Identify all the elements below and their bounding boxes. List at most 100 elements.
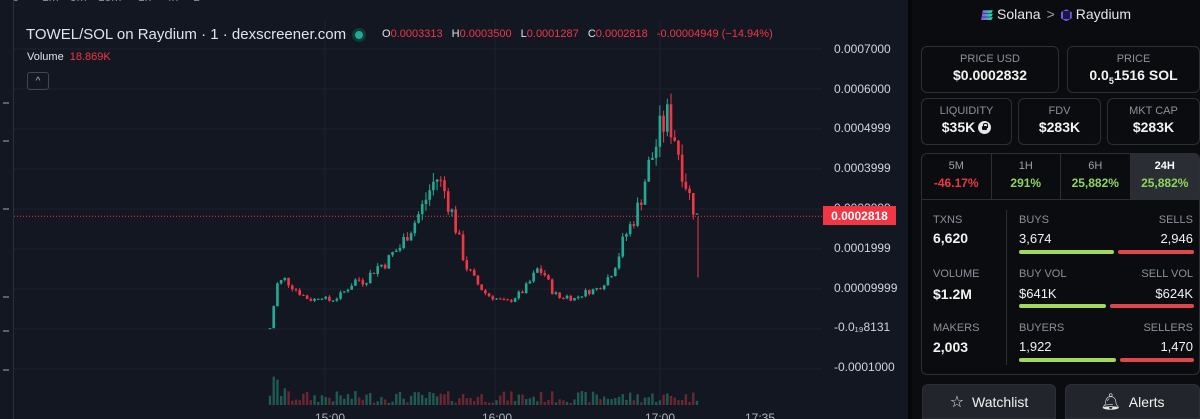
bell-icon: 🔔︎	[1100, 393, 1121, 411]
candle-body	[513, 298, 517, 302]
candle-body	[276, 283, 279, 307]
candle-body	[398, 247, 402, 251]
volume-bar	[291, 400, 294, 405]
candle-body	[432, 181, 435, 191]
drawing-toolbar[interactable]	[0, 0, 14, 419]
timeframe-1h[interactable]: 1h	[138, 0, 151, 4]
fdv-value: $283K	[1038, 119, 1081, 135]
volume-bar	[398, 391, 402, 405]
volume-bar	[283, 388, 287, 405]
tab-24h[interactable]: 24H 25,882%	[1130, 154, 1199, 199]
collapse-legend-button[interactable]: ^	[27, 72, 49, 90]
candle-body	[372, 272, 376, 274]
fdv-label: FDV	[1048, 105, 1071, 117]
candle-body	[695, 213, 699, 215]
candle-body	[562, 297, 565, 299]
tab-6h[interactable]: 6H 25,882%	[1061, 154, 1131, 199]
tool-icon[interactable]	[3, 296, 9, 298]
candle-body	[484, 290, 487, 294]
volume-bar	[339, 395, 342, 405]
tab-1h[interactable]: 1H 291%	[992, 154, 1061, 199]
price-usd-label: PRICE USD	[960, 53, 1020, 65]
panel-divider[interactable]	[908, 0, 912, 419]
price-tick: 0.0006000	[834, 82, 891, 96]
timeframe-tabs: 5M -46.17% 1H 291% 6H 25,882% 24H 25,882…	[921, 153, 1200, 200]
candle-body	[324, 296, 327, 299]
dex-link[interactable]: Raydium	[1075, 6, 1132, 22]
candle-body	[335, 298, 339, 301]
price-tick: -0.0001000	[834, 360, 895, 374]
candle-body	[524, 283, 528, 294]
candle-body	[298, 290, 302, 295]
tool-icon[interactable]	[3, 369, 9, 371]
sell-vol-bar	[1110, 304, 1194, 308]
tool-icon[interactable]	[3, 330, 9, 332]
candle-body	[272, 306, 276, 329]
tool-icon[interactable]	[3, 208, 9, 210]
volume-bar	[279, 395, 283, 405]
volume-bar	[476, 396, 480, 405]
chain-link[interactable]: Solana	[996, 6, 1041, 22]
candle-body	[420, 204, 424, 215]
volume-bar	[409, 395, 413, 405]
volume-bar	[320, 395, 324, 405]
volume-bar	[428, 392, 431, 405]
volume-bar	[550, 391, 554, 405]
candle-body	[669, 104, 673, 138]
tab-5m[interactable]: 5M -46.17%	[922, 154, 992, 199]
volume-bar	[562, 400, 565, 405]
candle-body	[387, 255, 391, 269]
change-6h: 25,882%	[1071, 176, 1119, 190]
timeframe-d[interactable]: D	[193, 0, 202, 4]
candle-body	[346, 289, 350, 292]
volume-bar	[380, 397, 383, 405]
buyers-bar	[1019, 358, 1116, 362]
candle-body	[688, 188, 691, 194]
volume-bar	[673, 397, 676, 405]
candle-body	[532, 272, 535, 282]
candle-body	[495, 298, 498, 300]
close-value: 0.0002818	[595, 28, 648, 40]
low-value: 0.0001287	[526, 28, 579, 40]
candle-body	[658, 115, 662, 147]
timeframe-15m[interactable]: 15m	[98, 0, 121, 4]
candle-body	[536, 268, 539, 273]
candle-body	[580, 296, 584, 298]
timeframe-4h[interactable]: 4h	[165, 0, 178, 4]
candle-body	[313, 298, 316, 301]
candle-body	[606, 277, 610, 286]
timeframe-5m[interactable]: 5m	[70, 0, 87, 4]
tool-icon[interactable]	[3, 102, 9, 104]
candle-body	[614, 268, 617, 277]
volume-value: $1.2M	[933, 286, 972, 302]
candle-body	[691, 193, 695, 215]
price-tick: 0.0003999	[834, 161, 891, 175]
candle-body	[446, 191, 450, 212]
volume-bar	[662, 394, 665, 405]
candle-body	[424, 199, 428, 205]
watchlist-button[interactable]: ☆ Watchlist	[922, 384, 1056, 419]
candle-body	[498, 298, 502, 300]
buys-label: BUYS	[1019, 214, 1049, 226]
candle-body	[279, 280, 283, 284]
candle-body	[357, 279, 361, 281]
tool-icon[interactable]	[3, 140, 9, 142]
volume-bar	[343, 398, 346, 405]
volume-bar	[543, 401, 546, 405]
alerts-button[interactable]: 🔔︎ Alerts	[1065, 384, 1200, 419]
volume-bar	[528, 398, 532, 405]
mktcap-label: MKT CAP	[1129, 105, 1178, 117]
volume-bar	[324, 397, 327, 405]
lock-icon[interactable]	[978, 121, 992, 134]
volume-bar	[588, 402, 591, 405]
timeframe-1m[interactable]: 1m	[42, 0, 59, 4]
liquidity-card: LIQUIDITY $35K	[921, 98, 1012, 145]
sell-vol-value: $624K	[1155, 286, 1193, 301]
candle-body	[383, 264, 387, 269]
volume-bar	[532, 396, 535, 405]
volume-bar	[576, 392, 580, 405]
candle-body	[528, 281, 532, 284]
chart-panel[interactable]: 1s 1m 5m 15m 1h 4h D TOWEL/SOL on Raydiu…	[0, 0, 908, 419]
volume-bar	[636, 394, 639, 405]
price-chart[interactable]	[0, 0, 908, 419]
